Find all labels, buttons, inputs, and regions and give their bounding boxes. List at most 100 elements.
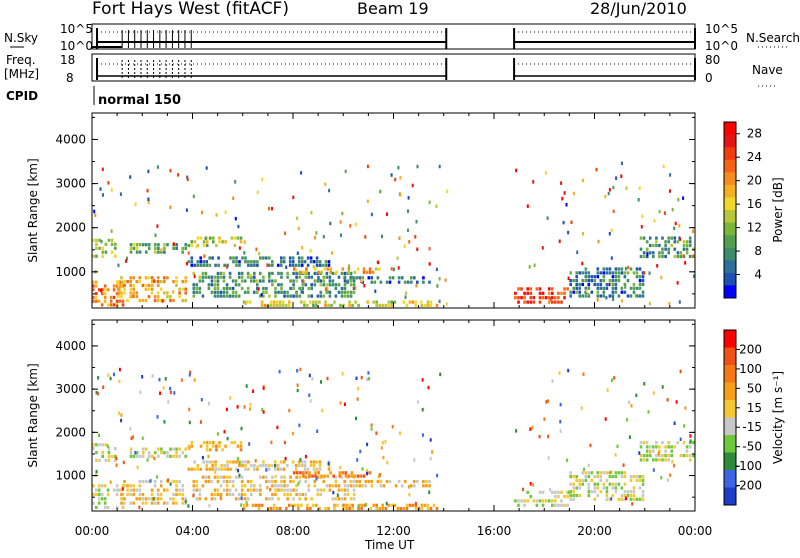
- echo-cell: [396, 256, 399, 260]
- echo-cell: [353, 474, 357, 478]
- echo-cell: [328, 275, 332, 279]
- echo-cell: [195, 286, 199, 291]
- echo-cell: [240, 271, 244, 275]
- echo-cell: [201, 279, 205, 283]
- echo-cell: [216, 475, 220, 479]
- echo-cell: [691, 441, 695, 445]
- echo-cell: [641, 493, 645, 498]
- echo-cell: [190, 263, 194, 267]
- echo-cell: [327, 461, 330, 466]
- echo-cell: [350, 474, 354, 478]
- echo-cell: [138, 505, 141, 510]
- echo-cell: [275, 506, 279, 511]
- echo-cell: [547, 296, 551, 300]
- echo-cell: [387, 503, 391, 507]
- echo-cell: [408, 240, 411, 244]
- echo-cell: [340, 286, 344, 291]
- echo-cell: [216, 286, 220, 291]
- echo-cell: [569, 271, 572, 275]
- echo-cell: [243, 484, 247, 488]
- echo-cell: [580, 406, 583, 410]
- echo-cell: [352, 484, 356, 488]
- echo-cell: [692, 274, 695, 278]
- echo-cell: [147, 243, 151, 247]
- echo-cell: [343, 488, 347, 492]
- echo-cell: [274, 492, 277, 497]
- echo-cell: [262, 286, 265, 291]
- echo-cell: [293, 471, 296, 475]
- echo-cell: [232, 256, 235, 260]
- echo-cell: [413, 479, 416, 484]
- echo-cell: [295, 268, 298, 273]
- colorbar-tick-label: 20: [747, 174, 762, 188]
- echo-cell: [399, 193, 402, 197]
- echo-cell: [210, 479, 214, 484]
- echo-cell: [98, 238, 101, 242]
- echo-cell: [234, 283, 238, 287]
- echo-cell: [343, 294, 347, 298]
- echo-cell: [674, 221, 677, 226]
- echo-cell: [317, 275, 320, 280]
- echo-cell: [343, 279, 347, 283]
- echo-cell: [341, 372, 344, 376]
- echo-cell: [158, 377, 161, 382]
- echo-cell: [112, 488, 116, 492]
- echo-cell: [253, 464, 256, 468]
- echo-cell: [156, 501, 160, 505]
- echo-cell: [101, 450, 104, 455]
- echo-cell: [438, 164, 441, 169]
- echo-cell: [608, 497, 612, 501]
- echo-cell: [95, 470, 98, 474]
- echo-cell: [364, 479, 368, 484]
- echo-cell: [304, 475, 307, 479]
- echo-cell: [658, 243, 661, 248]
- echo-cell: [190, 441, 194, 445]
- echo-cell: [159, 298, 163, 303]
- echo-cell: [632, 493, 636, 498]
- echo-cell: [300, 256, 304, 260]
- echo-cell: [97, 492, 101, 497]
- echo-cell: [222, 294, 226, 298]
- echo-cell: [240, 475, 244, 479]
- echo-cell: [317, 471, 320, 475]
- echo-cell: [225, 492, 229, 497]
- echo-cell: [559, 402, 562, 407]
- echo-cell: [204, 271, 208, 275]
- echo-cell: [336, 503, 339, 507]
- echo-cell: [641, 475, 645, 479]
- echo-cell: [614, 453, 617, 457]
- echo-cell: [645, 441, 649, 445]
- echo-cell: [166, 276, 169, 280]
- echo-cell: [316, 279, 320, 283]
- echo-cell: [121, 484, 125, 488]
- echo-cell: [172, 280, 175, 284]
- echo-cell: [172, 497, 175, 501]
- echo-cell: [360, 503, 363, 507]
- nsearch-label: N.Search: [746, 31, 800, 45]
- echo-cell: [361, 276, 364, 280]
- echo-region: [187, 256, 331, 267]
- echo-cell: [271, 475, 274, 479]
- echo-cell: [635, 267, 639, 271]
- echo-cell: [156, 415, 159, 419]
- echo-cell: [289, 294, 292, 298]
- echo-cell: [223, 429, 226, 434]
- echo-cell: [584, 294, 588, 298]
- echo-cell: [115, 303, 119, 307]
- echo-cell: [414, 300, 418, 304]
- echo-cell: [420, 300, 423, 304]
- echo-cell: [356, 397, 359, 401]
- echo-cell: [198, 488, 202, 492]
- echo-cell: [295, 492, 298, 497]
- echo-cell: [422, 479, 425, 484]
- echo-cell: [331, 484, 335, 488]
- echo-cell: [110, 454, 114, 458]
- echo-cell: [308, 474, 311, 478]
- echo-cell: [326, 474, 329, 478]
- echo-cell: [277, 488, 280, 492]
- echo-cell: [329, 221, 332, 226]
- echo-cell: [175, 484, 178, 488]
- echo-cell: [250, 488, 253, 492]
- echo-cell: [95, 284, 98, 288]
- echo-cell: [567, 490, 570, 495]
